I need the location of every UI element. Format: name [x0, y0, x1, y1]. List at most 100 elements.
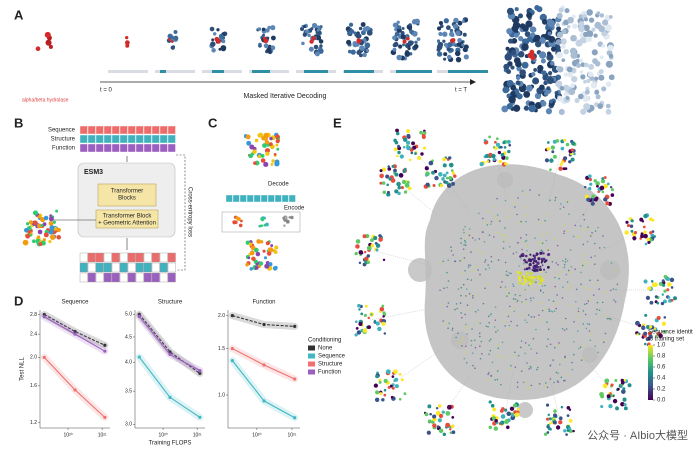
atom: [501, 407, 505, 411]
atom: [565, 433, 568, 436]
point: [468, 234, 471, 237]
point: [515, 300, 518, 303]
atom: [446, 404, 452, 410]
atom: [254, 138, 259, 143]
input-cell: [95, 262, 104, 273]
atom: [125, 40, 130, 46]
time-start: t = 0: [100, 88, 113, 94]
point: [468, 264, 470, 266]
atom: [541, 70, 547, 76]
atom: [260, 217, 264, 221]
colorbar-tick-label: 0.2: [657, 387, 666, 393]
atom: [548, 422, 552, 425]
atom: [266, 251, 272, 256]
atom: [451, 181, 455, 186]
point: [293, 324, 297, 329]
input-cell: [143, 262, 152, 273]
atom: [270, 162, 274, 166]
point: [494, 379, 496, 381]
point: [502, 247, 505, 250]
atom: [547, 71, 553, 76]
atom: [464, 18, 468, 23]
point: [496, 370, 499, 372]
point: [583, 287, 585, 289]
token: [281, 194, 289, 203]
point: [541, 285, 544, 287]
point: [507, 216, 510, 219]
point: [462, 337, 464, 340]
atom: [506, 139, 511, 144]
point: [471, 237, 474, 239]
atom: [488, 425, 493, 430]
atom: [586, 9, 593, 16]
atom: [462, 32, 467, 37]
atom: [615, 406, 619, 411]
point: [487, 325, 489, 328]
input-cell: [103, 272, 112, 283]
input-cell: [127, 252, 136, 263]
atom: [451, 430, 456, 435]
atom: [594, 76, 599, 81]
atom: [398, 44, 402, 48]
atom: [392, 47, 397, 52]
atom: [379, 181, 383, 185]
input-cell: [111, 262, 120, 273]
point: [462, 283, 465, 286]
atom: [437, 418, 442, 423]
atom: [56, 227, 61, 233]
atom: [500, 152, 505, 157]
atom: [548, 417, 552, 421]
atom: [557, 95, 564, 102]
point: [524, 352, 527, 355]
atom: [450, 424, 455, 429]
point: [562, 206, 565, 208]
atom: [442, 157, 446, 162]
atom: [449, 431, 453, 434]
track-cell: [87, 143, 96, 153]
atom: [267, 25, 272, 30]
atom: [556, 31, 564, 38]
atom: [643, 233, 648, 239]
point: [482, 302, 485, 305]
atom: [607, 182, 610, 186]
atom: [441, 410, 445, 414]
track-cell: [119, 125, 128, 135]
atom: [583, 79, 587, 84]
atom: [364, 42, 371, 49]
atom: [253, 161, 257, 165]
decode-label: Decode: [268, 182, 289, 188]
atom: [48, 240, 52, 244]
y-tick-label: 4.0: [125, 360, 132, 366]
atom: [568, 418, 573, 423]
atom: [366, 260, 370, 265]
point: [464, 313, 466, 316]
atom: [374, 397, 380, 403]
atom: [609, 392, 612, 395]
point: [566, 230, 568, 233]
atom: [527, 266, 531, 270]
atom: [591, 194, 596, 199]
atom: [525, 84, 533, 92]
point: [525, 205, 528, 208]
input-cell: [159, 252, 168, 263]
atom: [316, 28, 320, 32]
point: [502, 356, 505, 359]
point: [589, 279, 591, 282]
atom: [383, 393, 387, 397]
point: [500, 383, 502, 386]
point: [455, 336, 457, 339]
point: [465, 295, 467, 297]
atom: [454, 50, 461, 57]
ci-band: [228, 357, 299, 422]
point: [496, 329, 499, 332]
atom: [542, 268, 546, 271]
atom: [442, 39, 446, 43]
atom: [427, 404, 432, 409]
atom: [359, 45, 365, 51]
atom: [506, 69, 512, 75]
atom: [500, 420, 505, 425]
legend-swatch: [308, 369, 315, 375]
point: [526, 362, 528, 364]
cluster: [451, 331, 469, 349]
track-bar: [155, 70, 195, 73]
